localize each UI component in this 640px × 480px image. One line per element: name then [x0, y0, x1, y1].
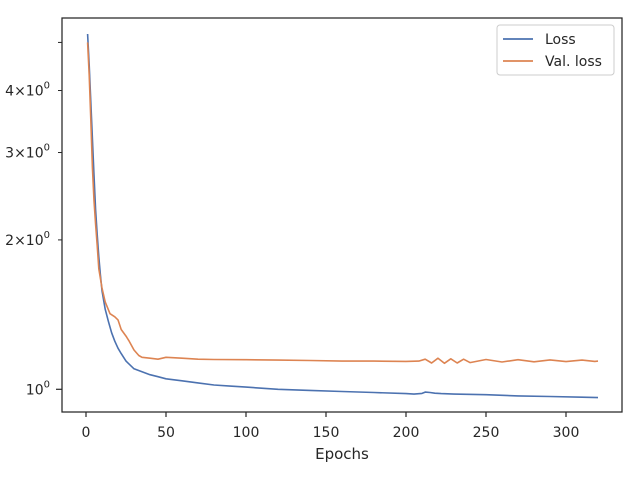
x-tick-label: 300 — [553, 425, 580, 441]
legend-entry-label: Val. loss — [545, 54, 602, 70]
legend-box — [496, 24, 615, 76]
x-tick-label: 100 — [233, 425, 260, 441]
x-axis-label: Epochs — [315, 445, 369, 463]
x-tick-label: 0 — [82, 425, 91, 441]
legend: Loss Val. loss — [496, 24, 615, 76]
y-tick-label: 2×100 — [5, 230, 50, 249]
ticks-layer: 0 50 100 150 200 250 300 100 2×100 3×100 4×100 — [5, 41, 580, 441]
series-layer — [86, 33, 599, 399]
x-tick-label: 150 — [313, 425, 340, 441]
y-tick-label: 3×100 — [5, 143, 50, 162]
y-tick-label: 4×100 — [5, 81, 50, 100]
axes-frame — [61, 17, 623, 413]
x-tick-label: 250 — [473, 425, 500, 441]
series-line-val-loss — [86, 42, 599, 365]
legend-entry-label: Loss — [545, 32, 576, 48]
x-tick-label: 200 — [393, 425, 420, 441]
series-line-loss — [86, 33, 599, 399]
x-tick-label: 50 — [157, 425, 175, 441]
y-tick-label: 100 — [26, 379, 50, 398]
